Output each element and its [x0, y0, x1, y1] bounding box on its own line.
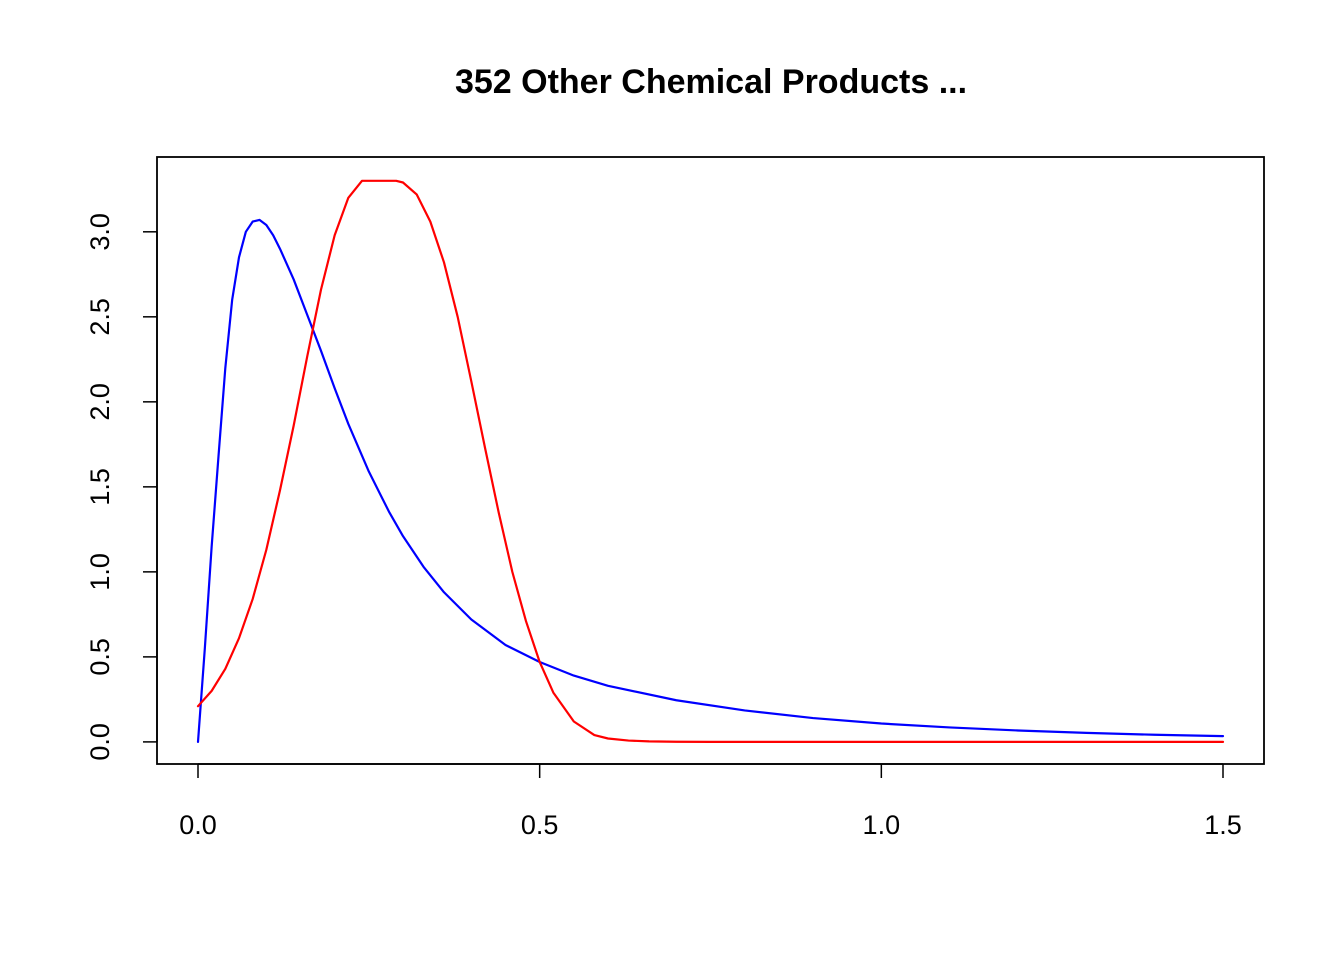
- y-axis: 0.0 0.5 1.0 1.5 2.0 2.5 3.0: [85, 213, 158, 761]
- y-tick-label: 3.0: [85, 213, 115, 251]
- y-tick-label: 1.0: [85, 553, 115, 591]
- chart-title: 352 Other Chemical Products ...: [455, 63, 967, 101]
- y-tick-label: 0.0: [85, 723, 115, 761]
- x-tick-label: 0.5: [521, 810, 559, 840]
- y-tick-label: 1.5: [85, 468, 115, 506]
- series-layer: [196, 179, 1225, 743]
- plot-frame: [156, 156, 1265, 765]
- x-tick-label: 0.0: [179, 810, 217, 840]
- y-tick-label: 0.5: [85, 638, 115, 676]
- x-axis: 0.0 0.5 1.0 1.5: [179, 763, 1242, 840]
- y-tick-label: 2.5: [85, 298, 115, 336]
- series-line-2: [196, 179, 1225, 743]
- x-tick-label: 1.0: [863, 810, 901, 840]
- series-line-1: [196, 218, 1225, 743]
- x-tick-label: 1.5: [1204, 810, 1242, 840]
- y-tick-label: 2.0: [85, 383, 115, 421]
